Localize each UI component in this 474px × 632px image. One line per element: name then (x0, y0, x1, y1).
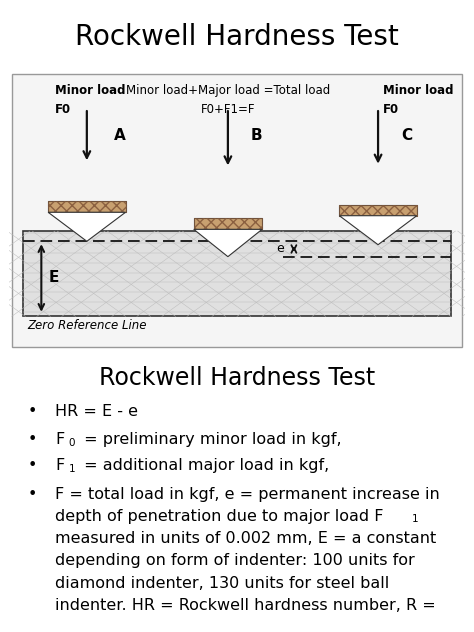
Text: 0: 0 (69, 438, 75, 448)
Bar (194, 219, 262, 229)
Text: F: F (55, 458, 64, 473)
Bar (48, 202, 126, 212)
Text: A: A (114, 128, 126, 143)
Text: F0: F0 (55, 103, 71, 116)
Text: F0: F0 (383, 103, 399, 116)
FancyBboxPatch shape (12, 74, 462, 347)
Text: depth of penetration due to major load F: depth of penetration due to major load F (55, 509, 383, 524)
Polygon shape (194, 229, 262, 257)
Text: HR = E - e: HR = E - e (55, 404, 138, 419)
Bar (339, 205, 417, 216)
Polygon shape (339, 216, 417, 245)
Text: 1: 1 (412, 514, 419, 525)
Text: = additional major load in kgf,: = additional major load in kgf, (79, 458, 329, 473)
Text: 1: 1 (69, 464, 75, 474)
Text: •: • (27, 487, 37, 502)
Text: •: • (27, 404, 37, 419)
Text: indenter. HR = Rockwell hardness number, R =: indenter. HR = Rockwell hardness number,… (55, 598, 436, 613)
Bar (48, 202, 126, 212)
Polygon shape (48, 212, 126, 241)
Text: Minor load+Major load =Total load: Minor load+Major load =Total load (126, 84, 330, 97)
Bar (194, 219, 262, 229)
Text: Minor load: Minor load (383, 84, 453, 97)
Text: •: • (27, 432, 37, 447)
Bar (339, 205, 417, 216)
Text: F0+F1=F: F0+F1=F (201, 103, 255, 116)
Text: F = total load in kgf, e = permanent increase in: F = total load in kgf, e = permanent inc… (55, 487, 440, 502)
Text: = preliminary minor load in kgf,: = preliminary minor load in kgf, (79, 432, 341, 447)
Text: e: e (276, 243, 284, 255)
Text: E: E (48, 270, 58, 284)
Text: Rockwell Hardness Test: Rockwell Hardness Test (75, 23, 399, 51)
Text: C: C (401, 128, 412, 143)
Text: Rockwell Hardness Test: Rockwell Hardness Test (99, 366, 375, 390)
Text: B: B (251, 128, 262, 143)
Text: diamond indenter, 130 units for steel ball: diamond indenter, 130 units for steel ba… (55, 576, 389, 591)
Text: measured in units of 0.002 mm, E = a constant: measured in units of 0.002 mm, E = a con… (55, 531, 436, 546)
Text: F: F (55, 432, 64, 447)
Text: Minor load: Minor load (55, 84, 126, 97)
Text: depending on form of indenter: 100 units for: depending on form of indenter: 100 units… (55, 554, 415, 568)
FancyBboxPatch shape (23, 231, 451, 317)
Text: •: • (27, 458, 37, 473)
Text: Zero Reference Line: Zero Reference Line (27, 319, 147, 332)
